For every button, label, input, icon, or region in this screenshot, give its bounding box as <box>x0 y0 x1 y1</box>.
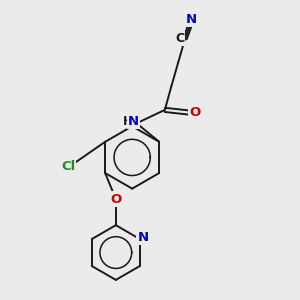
Text: O: O <box>110 193 122 206</box>
Text: N: N <box>186 13 197 26</box>
Text: N: N <box>137 231 148 244</box>
Text: N: N <box>128 115 139 128</box>
Text: O: O <box>190 106 201 119</box>
Text: H: H <box>123 115 133 128</box>
Text: Cl: Cl <box>61 160 75 173</box>
Text: C: C <box>175 32 184 45</box>
